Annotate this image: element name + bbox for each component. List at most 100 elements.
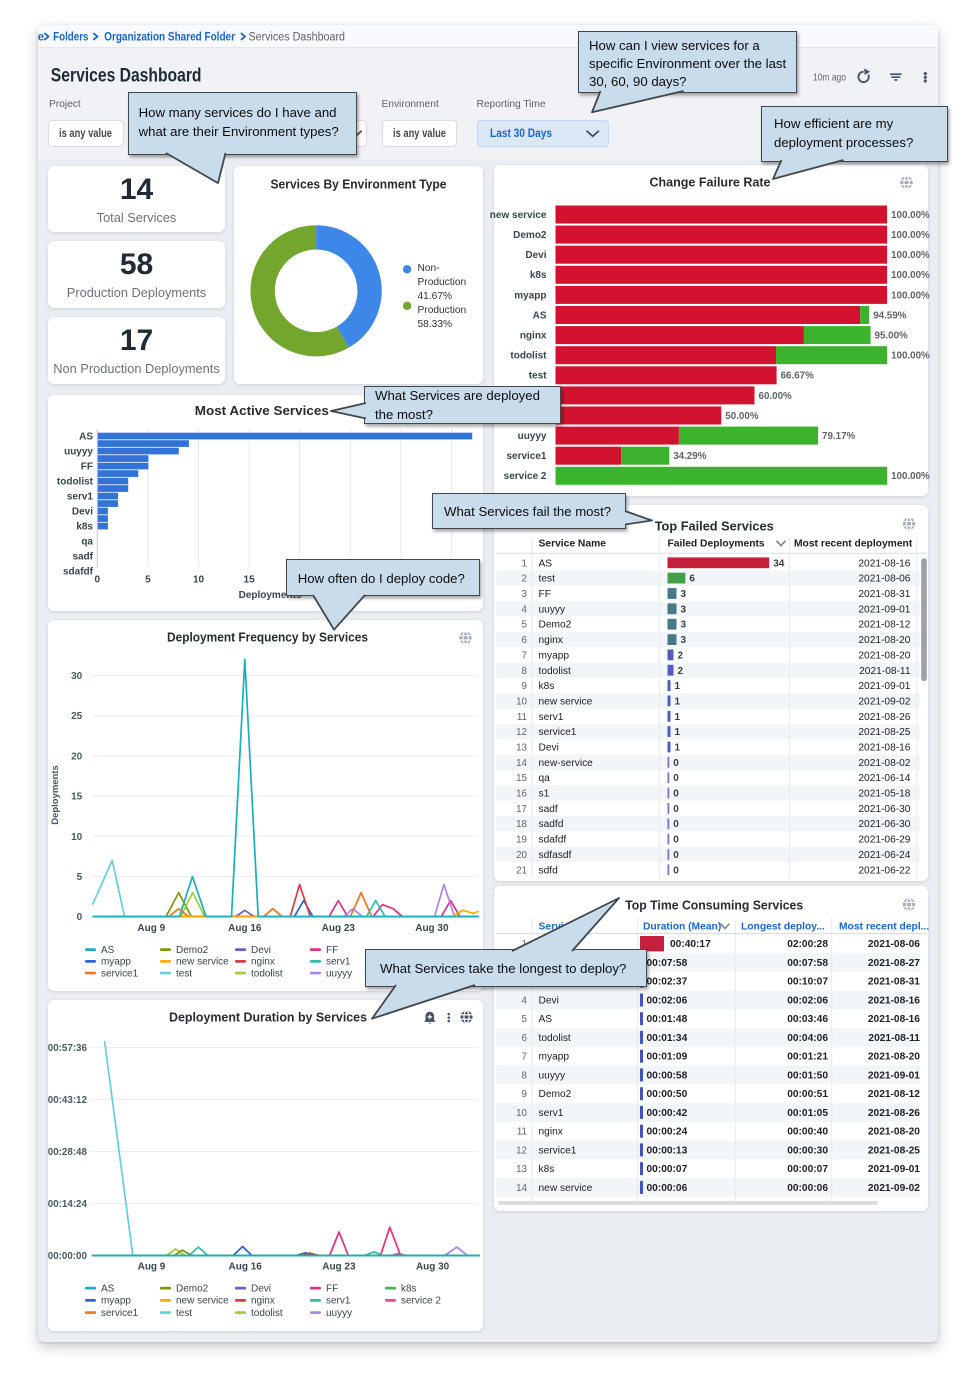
svg-text:3: 3 <box>680 589 686 600</box>
svg-text:5: 5 <box>145 574 151 585</box>
svg-text:94.59%: 94.59% <box>873 310 907 321</box>
svg-text:00:02:06: 00:02:06 <box>646 995 687 1006</box>
svg-text:new-service: new-service <box>538 758 593 769</box>
svg-text:15: 15 <box>71 792 83 803</box>
svg-text:00:01:05: 00:01:05 <box>787 1108 828 1119</box>
svg-text:02:00:28: 02:00:28 <box>787 939 828 950</box>
svg-text:0: 0 <box>673 865 679 876</box>
svg-text:2021-08-31: 2021-08-31 <box>858 589 910 600</box>
svg-text:nginx: nginx <box>251 1295 275 1306</box>
svg-text:todolist: todolist <box>251 968 283 979</box>
svg-text:2021-09-01: 2021-09-01 <box>858 604 910 615</box>
svg-text:Demo2: Demo2 <box>538 619 571 630</box>
svg-text:AS: AS <box>538 558 552 569</box>
svg-text:Aug 16: Aug 16 <box>229 1261 263 1272</box>
svg-text:todolist: todolist <box>57 476 94 487</box>
svg-text:34: 34 <box>773 558 785 569</box>
svg-text:service1: service1 <box>538 1145 576 1156</box>
svg-text:sadfd: sadfd <box>538 819 563 830</box>
svg-text:00:00:50: 00:00:50 <box>646 1089 687 1100</box>
svg-text:sadf: sadf <box>72 551 93 562</box>
svg-text:2021-06-30: 2021-06-30 <box>858 804 910 815</box>
svg-text:1: 1 <box>674 727 680 738</box>
svg-text:2021-08-16: 2021-08-16 <box>858 558 910 569</box>
svg-text:60.00%: 60.00% <box>758 391 792 402</box>
svg-text:15: 15 <box>244 574 256 585</box>
svg-text:serv1: serv1 <box>538 1108 563 1119</box>
svg-text:s1: s1 <box>538 788 549 799</box>
svg-text:Aug 9: Aug 9 <box>138 1261 166 1272</box>
svg-text:79.17%: 79.17% <box>822 431 856 442</box>
svg-text:is any value: is any value <box>393 126 446 140</box>
svg-text:FF: FF <box>326 945 338 956</box>
svg-text:Aug 30: Aug 30 <box>416 1261 450 1272</box>
svg-text:2021-06-24: 2021-06-24 <box>858 850 910 861</box>
svg-text:0: 0 <box>673 850 679 861</box>
svg-text:nginx: nginx <box>251 957 275 968</box>
svg-text:2021-08-25: 2021-08-25 <box>867 1145 919 1156</box>
svg-text:FF: FF <box>538 589 550 600</box>
svg-text:00:01:50: 00:01:50 <box>787 1070 828 1081</box>
svg-text:2021-09-02: 2021-09-02 <box>867 1183 919 1194</box>
svg-text:00:00:06: 00:00:06 <box>787 1183 828 1194</box>
svg-text:todolist: todolist <box>538 666 570 677</box>
svg-text:30: 30 <box>71 671 83 682</box>
svg-text:e: e <box>38 31 44 43</box>
svg-text:0: 0 <box>673 804 679 815</box>
svg-text:100.00%: 100.00% <box>891 210 930 221</box>
svg-text:0: 0 <box>673 788 679 799</box>
svg-text:15: 15 <box>516 773 527 784</box>
svg-text:k8s: k8s <box>76 521 93 532</box>
svg-text:sdfd: sdfd <box>538 865 558 876</box>
svg-text:2021-08-20: 2021-08-20 <box>858 635 910 646</box>
svg-text:00:01:21: 00:01:21 <box>787 1052 828 1063</box>
svg-text:uuyyy: uuyyy <box>326 1308 352 1319</box>
svg-text:Change Failure Rate: Change Failure Rate <box>649 175 770 190</box>
svg-text:test: test <box>528 371 546 382</box>
svg-text:Services By Environment Type: Services By Environment Type <box>270 176 446 191</box>
svg-text:serv1: serv1 <box>326 957 351 968</box>
svg-text:00:02:37: 00:02:37 <box>646 977 687 988</box>
svg-text:50.00%: 50.00% <box>725 411 759 422</box>
svg-text:2021-08-27: 2021-08-27 <box>867 958 919 969</box>
svg-text:uuyyy: uuyyy <box>538 1070 566 1081</box>
svg-text:uuyyy: uuyyy <box>64 446 93 457</box>
svg-text:service1: service1 <box>101 968 139 979</box>
svg-text:3: 3 <box>680 635 686 646</box>
svg-text:100.00%: 100.00% <box>891 471 930 482</box>
svg-text:sdafdf: sdafdf <box>538 834 566 845</box>
svg-text:00:07:58: 00:07:58 <box>787 958 828 969</box>
svg-text:100.00%: 100.00% <box>891 290 930 301</box>
svg-text:5: 5 <box>521 1014 527 1025</box>
svg-text:3: 3 <box>680 604 686 615</box>
svg-text:Services Dashboard: Services Dashboard <box>51 66 202 87</box>
svg-text:Devi: Devi <box>251 945 271 956</box>
svg-text:1: 1 <box>674 681 680 692</box>
svg-text:Aug 30: Aug 30 <box>415 923 449 934</box>
svg-text:service1: service1 <box>538 727 576 738</box>
svg-text:2021-09-01: 2021-09-01 <box>867 1164 919 1175</box>
svg-text:2021-08-11: 2021-08-11 <box>868 1033 920 1044</box>
svg-text:1: 1 <box>674 696 680 707</box>
svg-text:todolist: todolist <box>538 1033 570 1044</box>
svg-text:21: 21 <box>516 865 527 876</box>
svg-text:Most Active Services: Most Active Services <box>195 403 329 418</box>
svg-text:1: 1 <box>521 558 526 569</box>
svg-text:00:00:07: 00:00:07 <box>787 1164 828 1175</box>
svg-text:Top Time Consuming Services: Top Time Consuming Services <box>625 897 803 912</box>
svg-text:2021-08-20: 2021-08-20 <box>867 1052 919 1063</box>
svg-text:00:00:07: 00:00:07 <box>646 1164 687 1175</box>
svg-text:Devi: Devi <box>538 742 558 753</box>
svg-text:2021-09-01: 2021-09-01 <box>858 681 910 692</box>
svg-text:2021-08-12: 2021-08-12 <box>858 619 910 630</box>
svg-text:13: 13 <box>516 1164 527 1175</box>
svg-text:0: 0 <box>673 758 679 769</box>
svg-text:todolist: todolist <box>510 351 547 362</box>
svg-text:100.00%: 100.00% <box>891 270 930 281</box>
svg-text:2021-06-14: 2021-06-14 <box>858 773 910 784</box>
svg-text:9: 9 <box>521 1089 526 1100</box>
svg-text:uuyyy: uuyyy <box>326 968 352 979</box>
svg-text:6: 6 <box>689 573 695 584</box>
svg-text:myapp: myapp <box>101 957 131 968</box>
svg-text:test: test <box>176 968 192 979</box>
